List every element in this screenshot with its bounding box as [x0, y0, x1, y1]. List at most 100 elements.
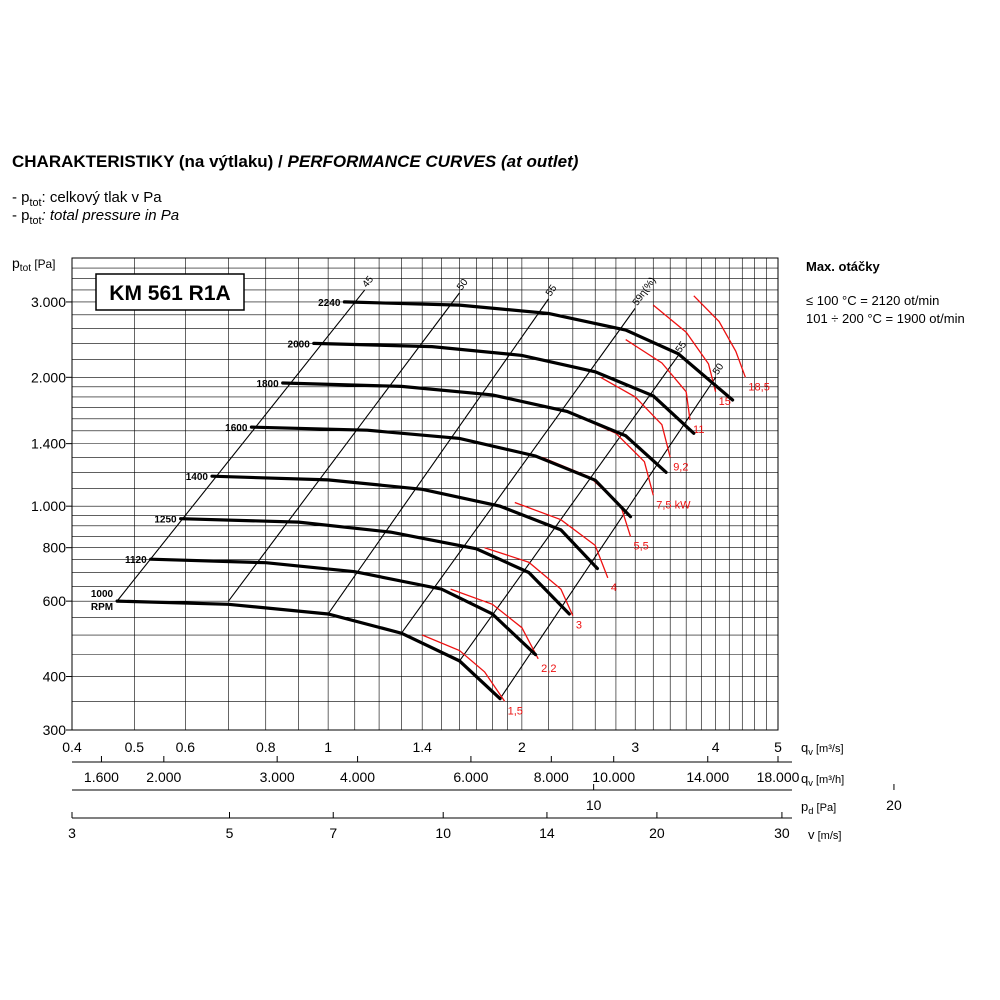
speed-curve: [342, 300, 735, 402]
speed-curve: [281, 381, 668, 474]
y-tick-label: 1.400: [31, 436, 66, 452]
y-tick-label: 600: [43, 593, 67, 609]
m3h-scale-axis-label: qv [m³/h]: [801, 771, 844, 788]
plot-frame: [71, 257, 779, 731]
legend-line-english-sub: tot: [29, 215, 42, 227]
speed-curve: [179, 517, 571, 616]
power-label: 2,2: [541, 663, 556, 675]
power-curve: [421, 634, 506, 702]
efficiency-line: [116, 289, 366, 602]
m3h-scale-tick-label: 18.000: [757, 769, 800, 785]
x-tick-label: 4: [712, 739, 720, 755]
x-tick-label: 3: [631, 739, 639, 755]
m3h-scale-tick-label: 8.000: [534, 769, 569, 785]
speed-curve: [312, 341, 696, 435]
speed-curve: [115, 599, 502, 701]
velocity-scale-tick-label: 20: [649, 825, 665, 841]
m3h-scale-tick-label: 6.000: [453, 769, 488, 785]
efficiency-label: 50: [455, 277, 471, 293]
power-label: 11: [693, 424, 704, 436]
velocity-scale-tick-label: 3: [68, 825, 76, 841]
y-tick-label: 400: [43, 669, 67, 685]
pd-scale-axis-label: pd [Pa]: [801, 799, 836, 816]
velocity-scale-tick-label: 7: [329, 825, 337, 841]
y-tick-label: 300: [43, 722, 67, 738]
y-tick-label: 800: [43, 540, 67, 556]
power-label: 4: [611, 582, 617, 594]
velocity-scale-tick-label: 5: [226, 825, 234, 841]
power-label: 15: [719, 396, 731, 408]
x-tick-label: 0.4: [62, 739, 82, 755]
m3h-scale-tick-label: 3.000: [260, 769, 295, 785]
speed-label: 1800: [256, 379, 279, 390]
power-curve: [450, 588, 539, 660]
m3h-scale-tick-label: 1.600: [84, 769, 119, 785]
velocity-scale-tick-label: 14: [539, 825, 555, 841]
legend-line-czech: - ptot: celkový tlak v Pa: [12, 189, 162, 209]
max-speed-heading: Max. otáčky: [806, 259, 880, 274]
model-box: [95, 273, 245, 311]
power-curve: [600, 376, 671, 458]
speed-label: 2000: [288, 339, 311, 350]
x-tick-label: 1: [324, 739, 332, 755]
title-czech: CHARAKTERISTIKY (na výtlaku) /: [12, 152, 288, 171]
model-name: KM 561 R1A: [109, 282, 230, 305]
y-tick-label: 2.000: [31, 369, 66, 385]
speed-label: 1600: [225, 423, 248, 434]
speed-label: 2240: [318, 298, 341, 309]
x-tick-label: 1.4: [412, 739, 432, 755]
pd-scale-tick-label: 20: [886, 797, 902, 813]
efficiency-line: [227, 292, 460, 602]
legend-line-english-text: : total pressure in Pa: [41, 207, 180, 224]
title-english: PERFORMANCE CURVES (at outlet): [287, 152, 579, 171]
m3h-scale-tick-label: 14.000: [686, 769, 729, 785]
velocity-scale-tick-label: 10: [435, 825, 451, 841]
efficiency-line: [499, 377, 717, 700]
speed-curve: [149, 557, 538, 657]
power-label: 7,5 kW: [656, 499, 691, 511]
power-curve: [693, 295, 747, 378]
efficiency-line: [459, 355, 679, 662]
efficiency-line: [401, 307, 636, 634]
page-title: CHARAKTERISTIKY (na výtlaku) / PERFORMAN…: [12, 152, 578, 172]
power-label: 1,5: [508, 705, 523, 717]
velocity-scale-tick-label: 30: [774, 825, 790, 841]
power-label: 3: [576, 620, 582, 632]
power-label: 5,5: [634, 540, 649, 552]
max-speed-line-1: ≤ 100 °C = 2120 ot/min: [806, 293, 940, 308]
efficiency-label: 59η(%): [631, 275, 659, 308]
velocity-scale-axis-label: v [m/s]: [808, 827, 842, 842]
speed-curve: [210, 474, 599, 571]
max-speed-line-2: 101 ÷ 200 °C = 1900 ot/min: [806, 311, 965, 326]
speed-curve: [249, 425, 633, 519]
power-curve: [652, 304, 717, 392]
power-curve: [514, 501, 609, 579]
speed-label: 1000: [91, 589, 114, 600]
speed-label: 1250: [154, 515, 177, 526]
efficiency-label: 50: [711, 361, 727, 377]
pd-scale-tick-label: 10: [586, 797, 602, 813]
efficiency-line: [327, 298, 549, 615]
legend-line-english-prefix: - p: [12, 207, 30, 224]
x-axis-label: qv [m³/s]: [801, 740, 844, 757]
speed-label: 1120: [125, 555, 147, 566]
m3h-scale-tick-label: 4.000: [340, 769, 375, 785]
m3h-scale-tick-label: 10.000: [592, 769, 635, 785]
legend-line-czech-prefix: - p: [12, 189, 30, 206]
y-axis-label: ptot [Pa]: [12, 255, 55, 274]
efficiency-label: 55: [544, 283, 560, 299]
speed-unit-label: RPM: [91, 602, 113, 613]
power-curve: [572, 413, 654, 496]
power-curve: [484, 547, 574, 616]
x-tick-label: 0.6: [176, 739, 196, 755]
x-tick-label: 0.8: [256, 739, 276, 755]
m3h-scale-tick-label: 2.000: [146, 769, 181, 785]
x-tick-label: 2: [518, 739, 526, 755]
efficiency-label: 45: [360, 274, 376, 290]
power-label: 9,2: [673, 461, 688, 473]
power-curve: [625, 339, 691, 421]
legend-line-czech-sub: tot: [29, 197, 42, 209]
x-tick-label: 0.5: [125, 739, 145, 755]
y-tick-label: 1.000: [31, 498, 66, 514]
